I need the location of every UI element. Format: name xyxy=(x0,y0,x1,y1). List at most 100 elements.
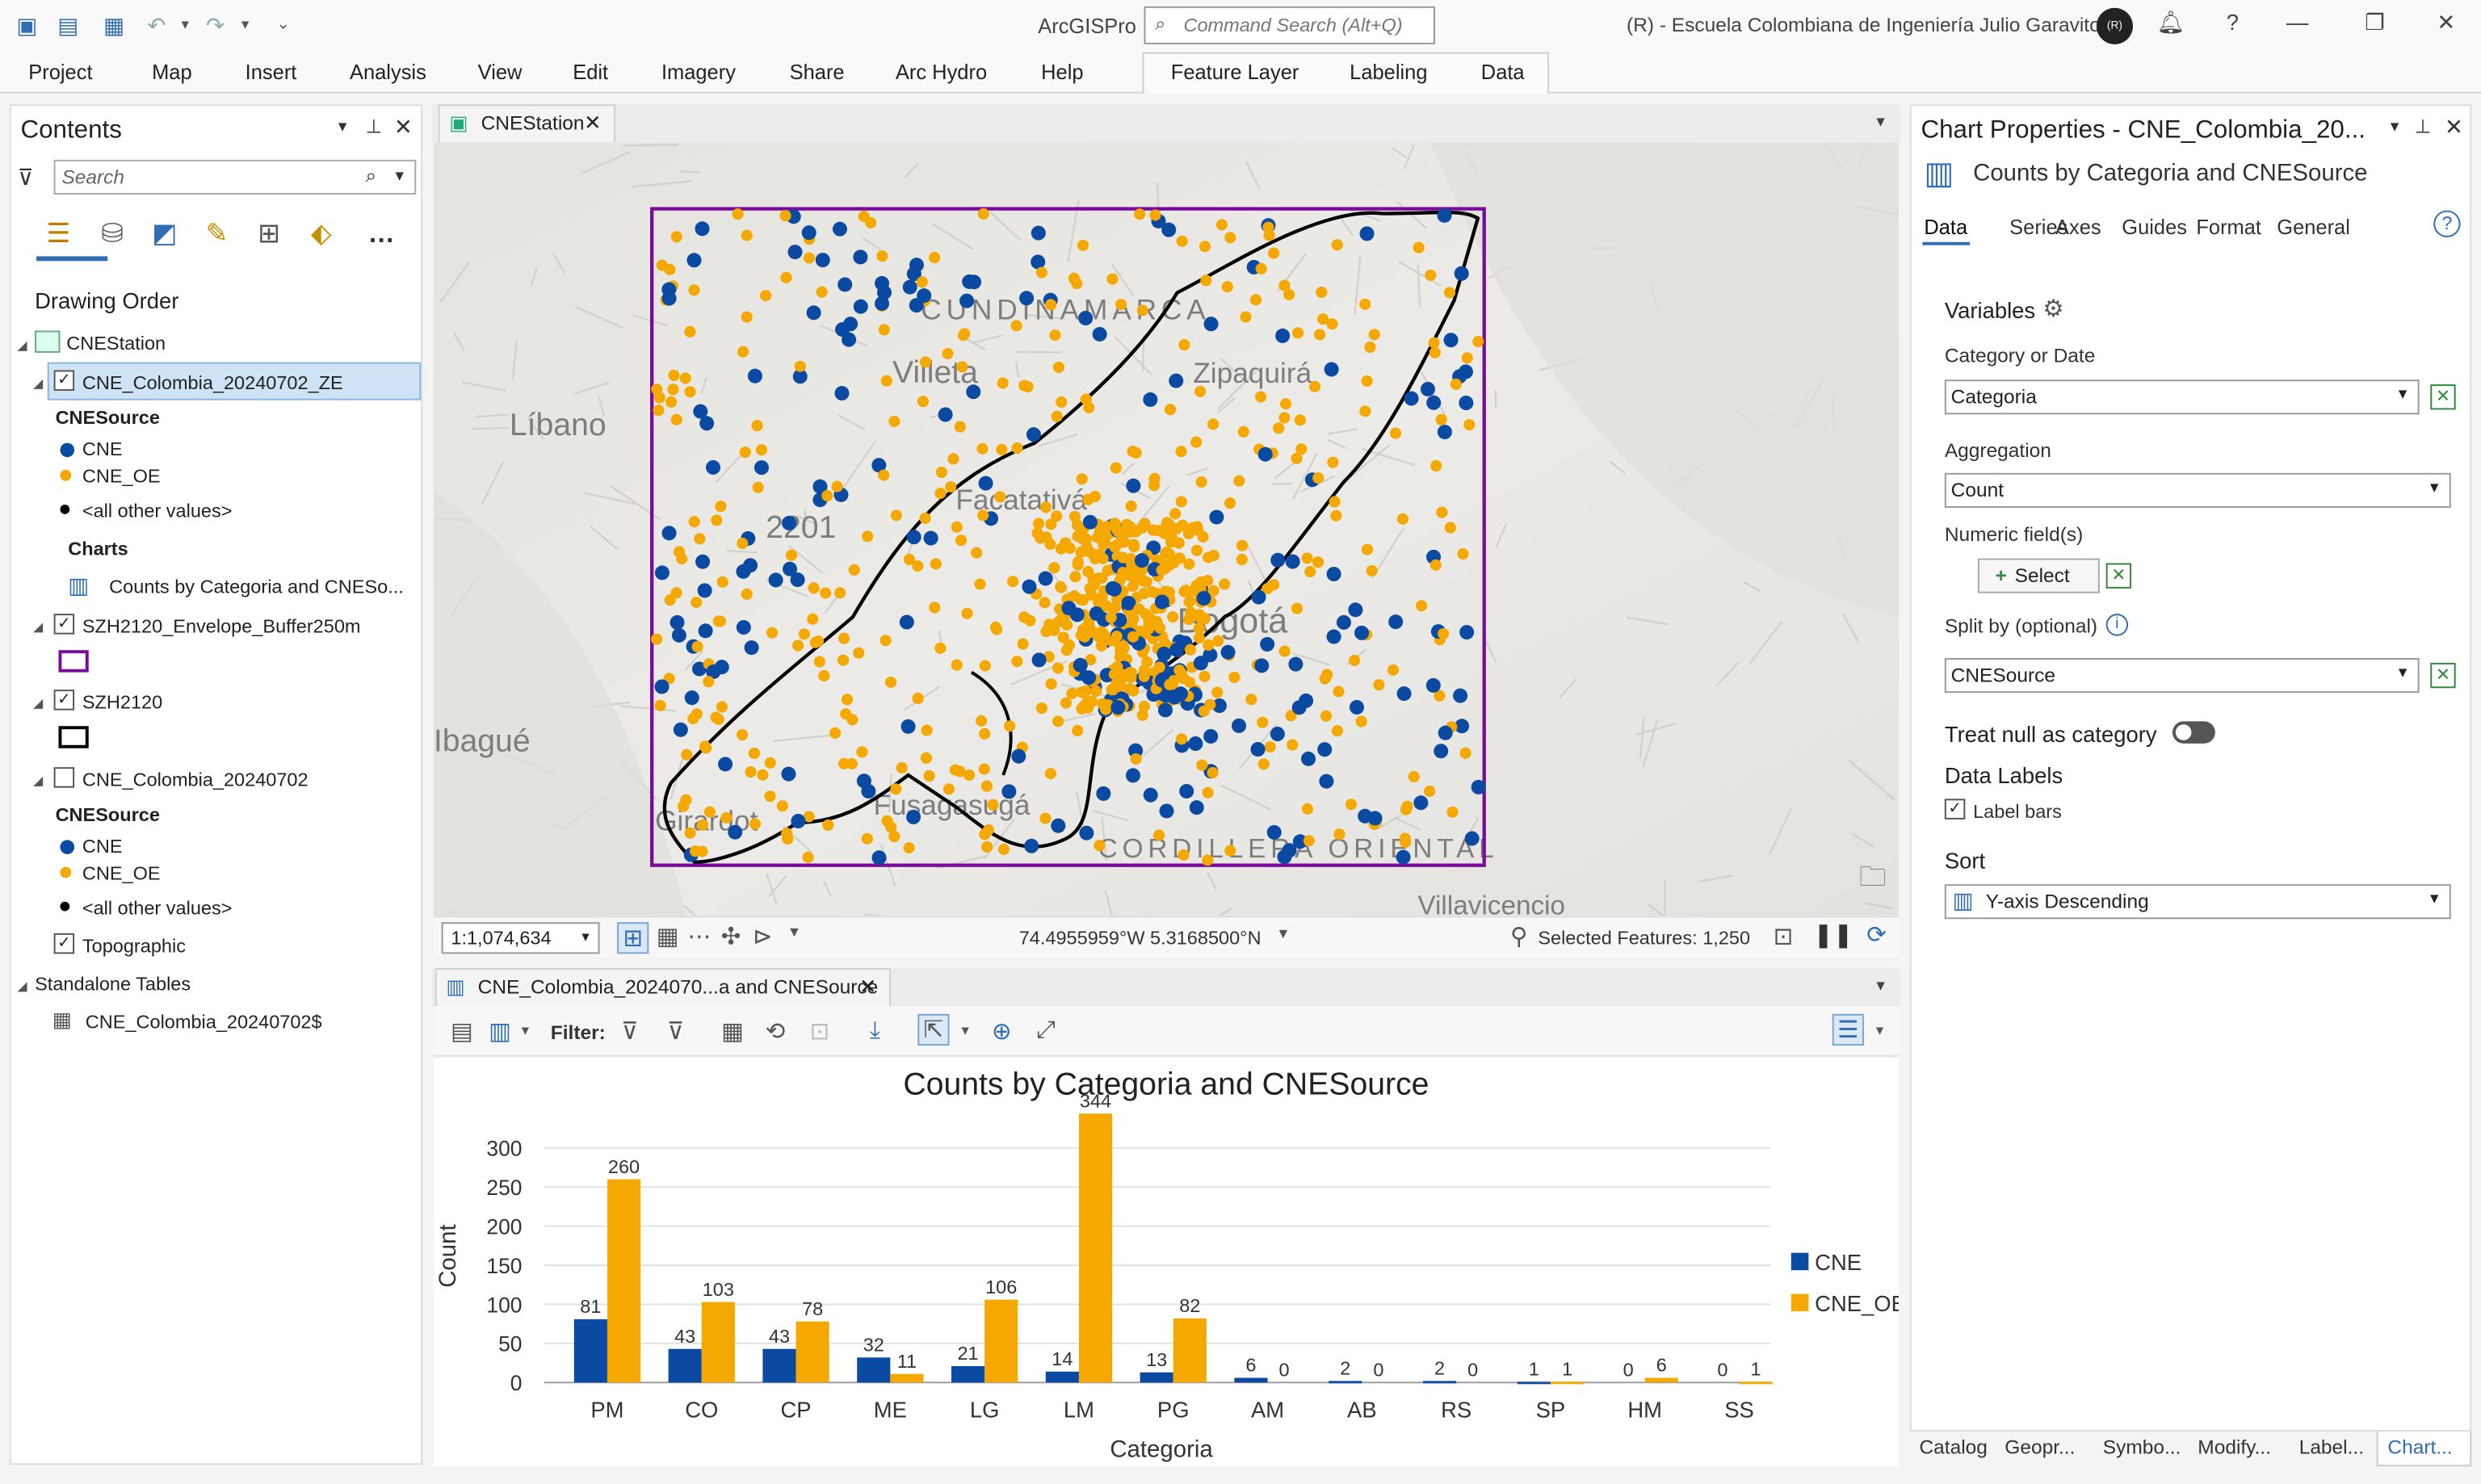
station-cne-oe[interactable] xyxy=(812,635,825,648)
table-cne-colombia[interactable]: CNE_Colombia_20240702$ xyxy=(85,1010,322,1033)
station-cne-oe[interactable] xyxy=(1117,551,1129,564)
bar-cne-oe[interactable] xyxy=(1173,1318,1207,1383)
station-cne-oe[interactable] xyxy=(1140,576,1152,588)
station-cne[interactable] xyxy=(1396,686,1412,702)
station-cne-oe[interactable] xyxy=(1149,209,1161,221)
station-cne-oe[interactable] xyxy=(694,533,706,545)
station-cne-oe[interactable] xyxy=(1051,410,1063,422)
tab-help[interactable]: Help xyxy=(1041,60,1084,84)
station-cne-oe[interactable] xyxy=(1364,341,1376,354)
station-cne-oe[interactable] xyxy=(846,714,858,726)
station-cne[interactable] xyxy=(1254,658,1270,673)
station-cne-oe[interactable] xyxy=(651,633,663,645)
station-cne-oe[interactable] xyxy=(1304,565,1316,578)
bar-cne-oe[interactable] xyxy=(1550,1381,1585,1385)
station-cne-oe[interactable] xyxy=(1202,854,1214,866)
station-cne[interactable] xyxy=(959,293,975,308)
station-cne-oe[interactable] xyxy=(1199,241,1211,253)
customize-toolbar-icon[interactable]: ⌄ xyxy=(276,15,290,34)
station-cne-oe[interactable] xyxy=(1182,527,1194,539)
more-options-icon[interactable]: … xyxy=(367,218,395,249)
station-cne-oe[interactable] xyxy=(1279,398,1292,410)
station-cne[interactable] xyxy=(899,614,914,630)
station-cne-oe[interactable] xyxy=(1010,320,1022,332)
station-cne-oe[interactable] xyxy=(1196,759,1208,771)
station-cne[interactable] xyxy=(1096,786,1111,801)
station-cne-oe[interactable] xyxy=(1178,849,1190,861)
station-cne[interactable] xyxy=(1453,688,1468,703)
station-cne-oe[interactable] xyxy=(837,632,850,644)
station-cne[interactable] xyxy=(1125,768,1140,783)
station-cne[interactable] xyxy=(670,614,685,630)
station-cne-oe[interactable] xyxy=(1082,565,1094,578)
station-cne-oe[interactable] xyxy=(779,210,791,222)
station-cne[interactable] xyxy=(1038,571,1053,586)
station-cne[interactable] xyxy=(1159,803,1174,819)
station-cne-oe[interactable] xyxy=(1045,518,1057,530)
station-cne-oe[interactable] xyxy=(1133,603,1145,615)
station-cne-oe[interactable] xyxy=(997,377,1009,389)
pane-options-icon[interactable]: ▼ xyxy=(335,118,350,135)
select-fields-button[interactable]: + Select xyxy=(1977,558,2100,593)
station-cne-oe[interactable] xyxy=(1164,404,1177,416)
station-cne-oe[interactable] xyxy=(1060,644,1073,656)
station-cne[interactable] xyxy=(1396,849,1411,865)
station-cne[interactable] xyxy=(875,296,890,311)
station-cne-oe[interactable] xyxy=(1127,445,1139,458)
station-cne-oe[interactable] xyxy=(716,576,728,588)
station-cne[interactable] xyxy=(686,253,702,268)
station-cne-oe[interactable] xyxy=(976,442,989,455)
station-cne-oe[interactable] xyxy=(703,676,715,688)
station-cne-oe[interactable] xyxy=(1195,476,1207,488)
bar-cne[interactable] xyxy=(1045,1371,1079,1383)
pane-close-icon[interactable]: ✕ xyxy=(2444,114,2463,140)
station-cne[interactable] xyxy=(781,766,796,782)
station-cne-oe[interactable] xyxy=(896,761,908,774)
station-cne-oe[interactable] xyxy=(1183,614,1195,626)
station-cne-oe[interactable] xyxy=(976,715,988,727)
list-by-drawing-order-icon[interactable]: ☰ xyxy=(46,218,71,249)
station-cne-oe[interactable] xyxy=(917,396,930,408)
expand-triangle-icon[interactable]: ◢ xyxy=(33,773,44,788)
station-cne-oe[interactable] xyxy=(1114,651,1126,663)
station-cne[interactable] xyxy=(1299,693,1314,708)
station-cne-oe[interactable] xyxy=(1255,391,1267,403)
station-cne[interactable] xyxy=(1128,743,1144,758)
station-cne-oe[interactable] xyxy=(1066,687,1078,699)
station-cne-oe[interactable] xyxy=(834,587,846,599)
station-cne-oe[interactable] xyxy=(980,780,993,792)
station-cne-oe[interactable] xyxy=(667,384,679,396)
station-cne-oe[interactable] xyxy=(837,654,850,666)
station-cne-oe[interactable] xyxy=(1263,229,1275,241)
station-cne[interactable] xyxy=(1471,779,1486,794)
station-cne-oe[interactable] xyxy=(1081,541,1093,553)
station-cne-oe[interactable] xyxy=(802,851,814,863)
station-cne-oe[interactable] xyxy=(1136,304,1148,317)
station-cne-oe[interactable] xyxy=(1051,510,1063,522)
station-cne[interactable] xyxy=(837,277,853,292)
station-cne-oe[interactable] xyxy=(963,769,976,782)
station-cne[interactable] xyxy=(791,814,806,829)
station-cne[interactable] xyxy=(1348,602,1363,618)
station-cne[interactable] xyxy=(697,583,712,598)
station-cne[interactable] xyxy=(684,690,699,706)
station-cne-oe[interactable] xyxy=(798,628,810,640)
station-cne-oe[interactable] xyxy=(1089,576,1102,589)
station-cne-oe[interactable] xyxy=(752,481,764,493)
station-cne-oe[interactable] xyxy=(691,597,703,609)
station-cne-oe[interactable] xyxy=(1317,313,1329,325)
station-cne[interactable] xyxy=(1157,702,1173,718)
bar-cne[interactable] xyxy=(762,1348,796,1383)
info-icon[interactable]: i xyxy=(2105,614,2129,636)
station-cne-oe[interactable] xyxy=(1301,803,1313,815)
station-cne-oe[interactable] xyxy=(837,757,850,769)
station-cne-oe[interactable] xyxy=(1052,361,1064,373)
station-cne-oe[interactable] xyxy=(1156,564,1168,576)
station-cne-oe[interactable] xyxy=(1366,564,1378,576)
tab-general[interactable]: General xyxy=(2277,215,2350,239)
station-cne[interactable] xyxy=(1209,509,1224,525)
station-cne-oe[interactable] xyxy=(942,783,955,795)
station-cne[interactable] xyxy=(718,757,733,772)
station-cne[interactable] xyxy=(806,305,821,321)
chevron-down-icon[interactable]: ▼ xyxy=(1873,977,1888,994)
